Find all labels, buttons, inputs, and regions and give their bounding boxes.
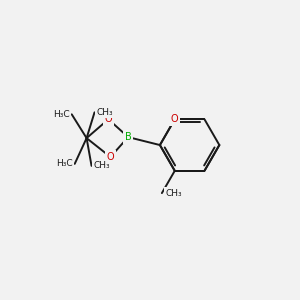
Text: O: O [171,114,178,124]
Text: H₃C: H₃C [53,110,70,119]
Text: CH₃: CH₃ [97,108,113,117]
Text: O: O [105,114,112,124]
Text: H₃C: H₃C [56,159,73,168]
Text: B: B [125,132,132,142]
Text: CH₃: CH₃ [94,161,110,170]
Text: CH₃: CH₃ [166,189,182,198]
Text: O: O [106,152,114,162]
